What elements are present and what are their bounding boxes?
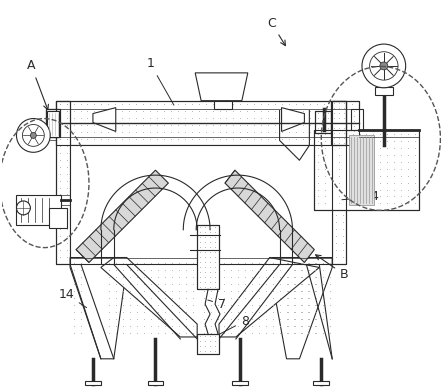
Circle shape: [31, 132, 36, 139]
Bar: [315, 111, 331, 133]
Text: 7: 7: [208, 298, 226, 311]
Circle shape: [16, 119, 50, 152]
Polygon shape: [93, 107, 116, 132]
Text: A: A: [27, 59, 48, 110]
Bar: [85, 381, 101, 385]
Bar: [232, 381, 248, 385]
Bar: [56, 100, 70, 265]
Polygon shape: [70, 258, 127, 359]
Bar: [313, 381, 329, 385]
Bar: [197, 225, 219, 289]
Circle shape: [23, 125, 44, 146]
Bar: [46, 109, 58, 137]
Polygon shape: [101, 258, 197, 337]
Polygon shape: [219, 258, 319, 337]
Circle shape: [369, 52, 398, 80]
Polygon shape: [76, 170, 168, 263]
Bar: [46, 109, 60, 137]
Bar: [315, 130, 419, 210]
Bar: [197, 334, 219, 354]
Polygon shape: [195, 73, 248, 100]
Text: 14: 14: [58, 288, 87, 308]
Bar: [349, 135, 374, 205]
Polygon shape: [282, 107, 304, 132]
Bar: [148, 381, 163, 385]
Bar: [49, 208, 67, 228]
Text: B: B: [316, 255, 349, 281]
Text: 8: 8: [213, 315, 249, 338]
Bar: [351, 109, 363, 137]
Bar: [331, 100, 346, 146]
Bar: [214, 100, 232, 109]
Bar: [315, 130, 419, 210]
Bar: [332, 100, 346, 265]
Bar: [315, 111, 331, 133]
Bar: [56, 100, 359, 146]
Bar: [375, 87, 393, 95]
Bar: [331, 100, 346, 146]
Bar: [56, 100, 359, 146]
Polygon shape: [270, 258, 332, 359]
Bar: [197, 334, 219, 354]
Bar: [332, 100, 346, 265]
Text: C: C: [267, 17, 285, 46]
Bar: [16, 195, 61, 225]
Bar: [70, 146, 332, 258]
Text: 1: 1: [147, 57, 174, 105]
Bar: [46, 109, 60, 137]
Circle shape: [362, 44, 406, 88]
Bar: [197, 225, 219, 289]
Bar: [56, 100, 70, 265]
Circle shape: [380, 62, 388, 70]
Polygon shape: [225, 170, 315, 263]
Bar: [47, 111, 59, 137]
Circle shape: [16, 201, 31, 215]
Text: 4: 4: [342, 191, 378, 203]
